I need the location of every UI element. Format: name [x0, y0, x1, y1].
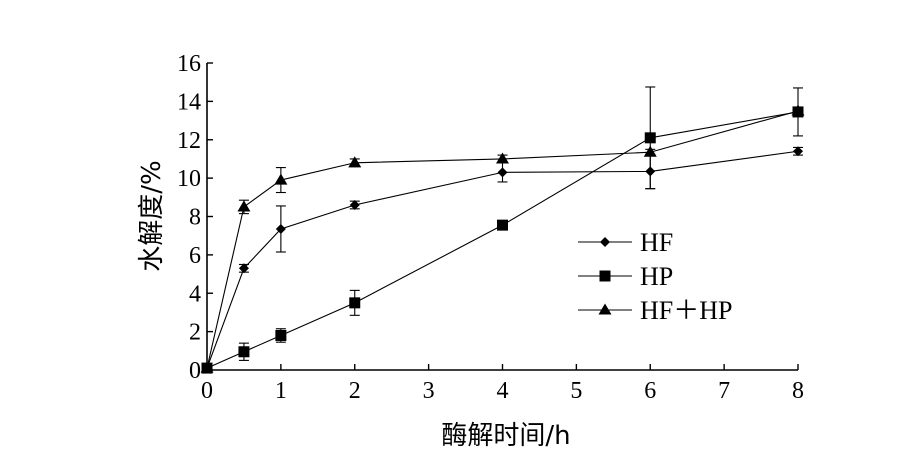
data-point-hf-hp [237, 200, 251, 212]
series-hf-hp [200, 104, 805, 373]
legend-label: HP [640, 262, 673, 291]
y-tick-label-7: 14 [177, 89, 201, 115]
y-tick-label-1: 2 [189, 320, 201, 346]
x-tick-label-5: 5 [570, 378, 582, 404]
series-line-hf [206, 150, 799, 369]
y-tick-label-6: 12 [177, 128, 201, 154]
series-line-hp [206, 111, 799, 369]
plot-area [200, 86, 805, 374]
legend-label: HF [640, 228, 673, 257]
y-tick-label-8: 16 [177, 51, 201, 77]
data-point-hp [275, 329, 287, 341]
legend-item-hp: HP [578, 262, 673, 291]
data-point-hf-hp [348, 156, 362, 168]
data-point-hf [793, 146, 803, 157]
x-tick-label-8: 8 [792, 378, 804, 404]
y-tick-label-0: 0 [189, 358, 201, 384]
data-point-hf [275, 223, 286, 234]
legend: HF HP HF＋HP [578, 228, 732, 325]
data-point-hp [497, 219, 508, 231]
legend-item-hf: HF [578, 228, 673, 257]
data-point-hf-hp [496, 152, 509, 164]
y-axis-title: 水解度/% [137, 160, 167, 271]
series-hp [201, 86, 804, 374]
legend-marker [599, 270, 611, 282]
legend-marker [600, 237, 610, 247]
data-point-hf-hp [791, 104, 805, 116]
data-point-hf-hp [643, 145, 657, 157]
legend-marker [598, 303, 612, 315]
x-tick-label-3: 3 [423, 378, 435, 404]
data-point-hf [238, 263, 249, 274]
data-point-hp [349, 297, 361, 309]
y-tick-label-5: 10 [177, 166, 201, 192]
data-point-hf [349, 199, 360, 210]
series-hf [202, 146, 803, 374]
x-tick-label-7: 7 [718, 378, 730, 404]
x-tick-label-2: 2 [349, 378, 361, 404]
y-tick-label-4: 8 [189, 205, 201, 231]
data-point-hp [644, 132, 656, 144]
y-tick-label-3: 6 [189, 243, 201, 269]
legend-label: HF＋HP [640, 296, 732, 325]
x-tick-label-6: 6 [644, 378, 656, 404]
x-tick-label-0: 0 [201, 378, 213, 404]
data-point-hf-hp [274, 173, 288, 185]
x-tick-label-1: 1 [275, 378, 287, 404]
y-tick-label-2: 4 [189, 281, 201, 307]
x-tick-label-4: 4 [497, 378, 509, 404]
data-point-hp [238, 346, 250, 358]
legend-item-hf-hp: HF＋HP [578, 296, 732, 325]
x-axis-title: 酶解时间/h [441, 421, 570, 451]
data-point-hf [497, 167, 508, 178]
